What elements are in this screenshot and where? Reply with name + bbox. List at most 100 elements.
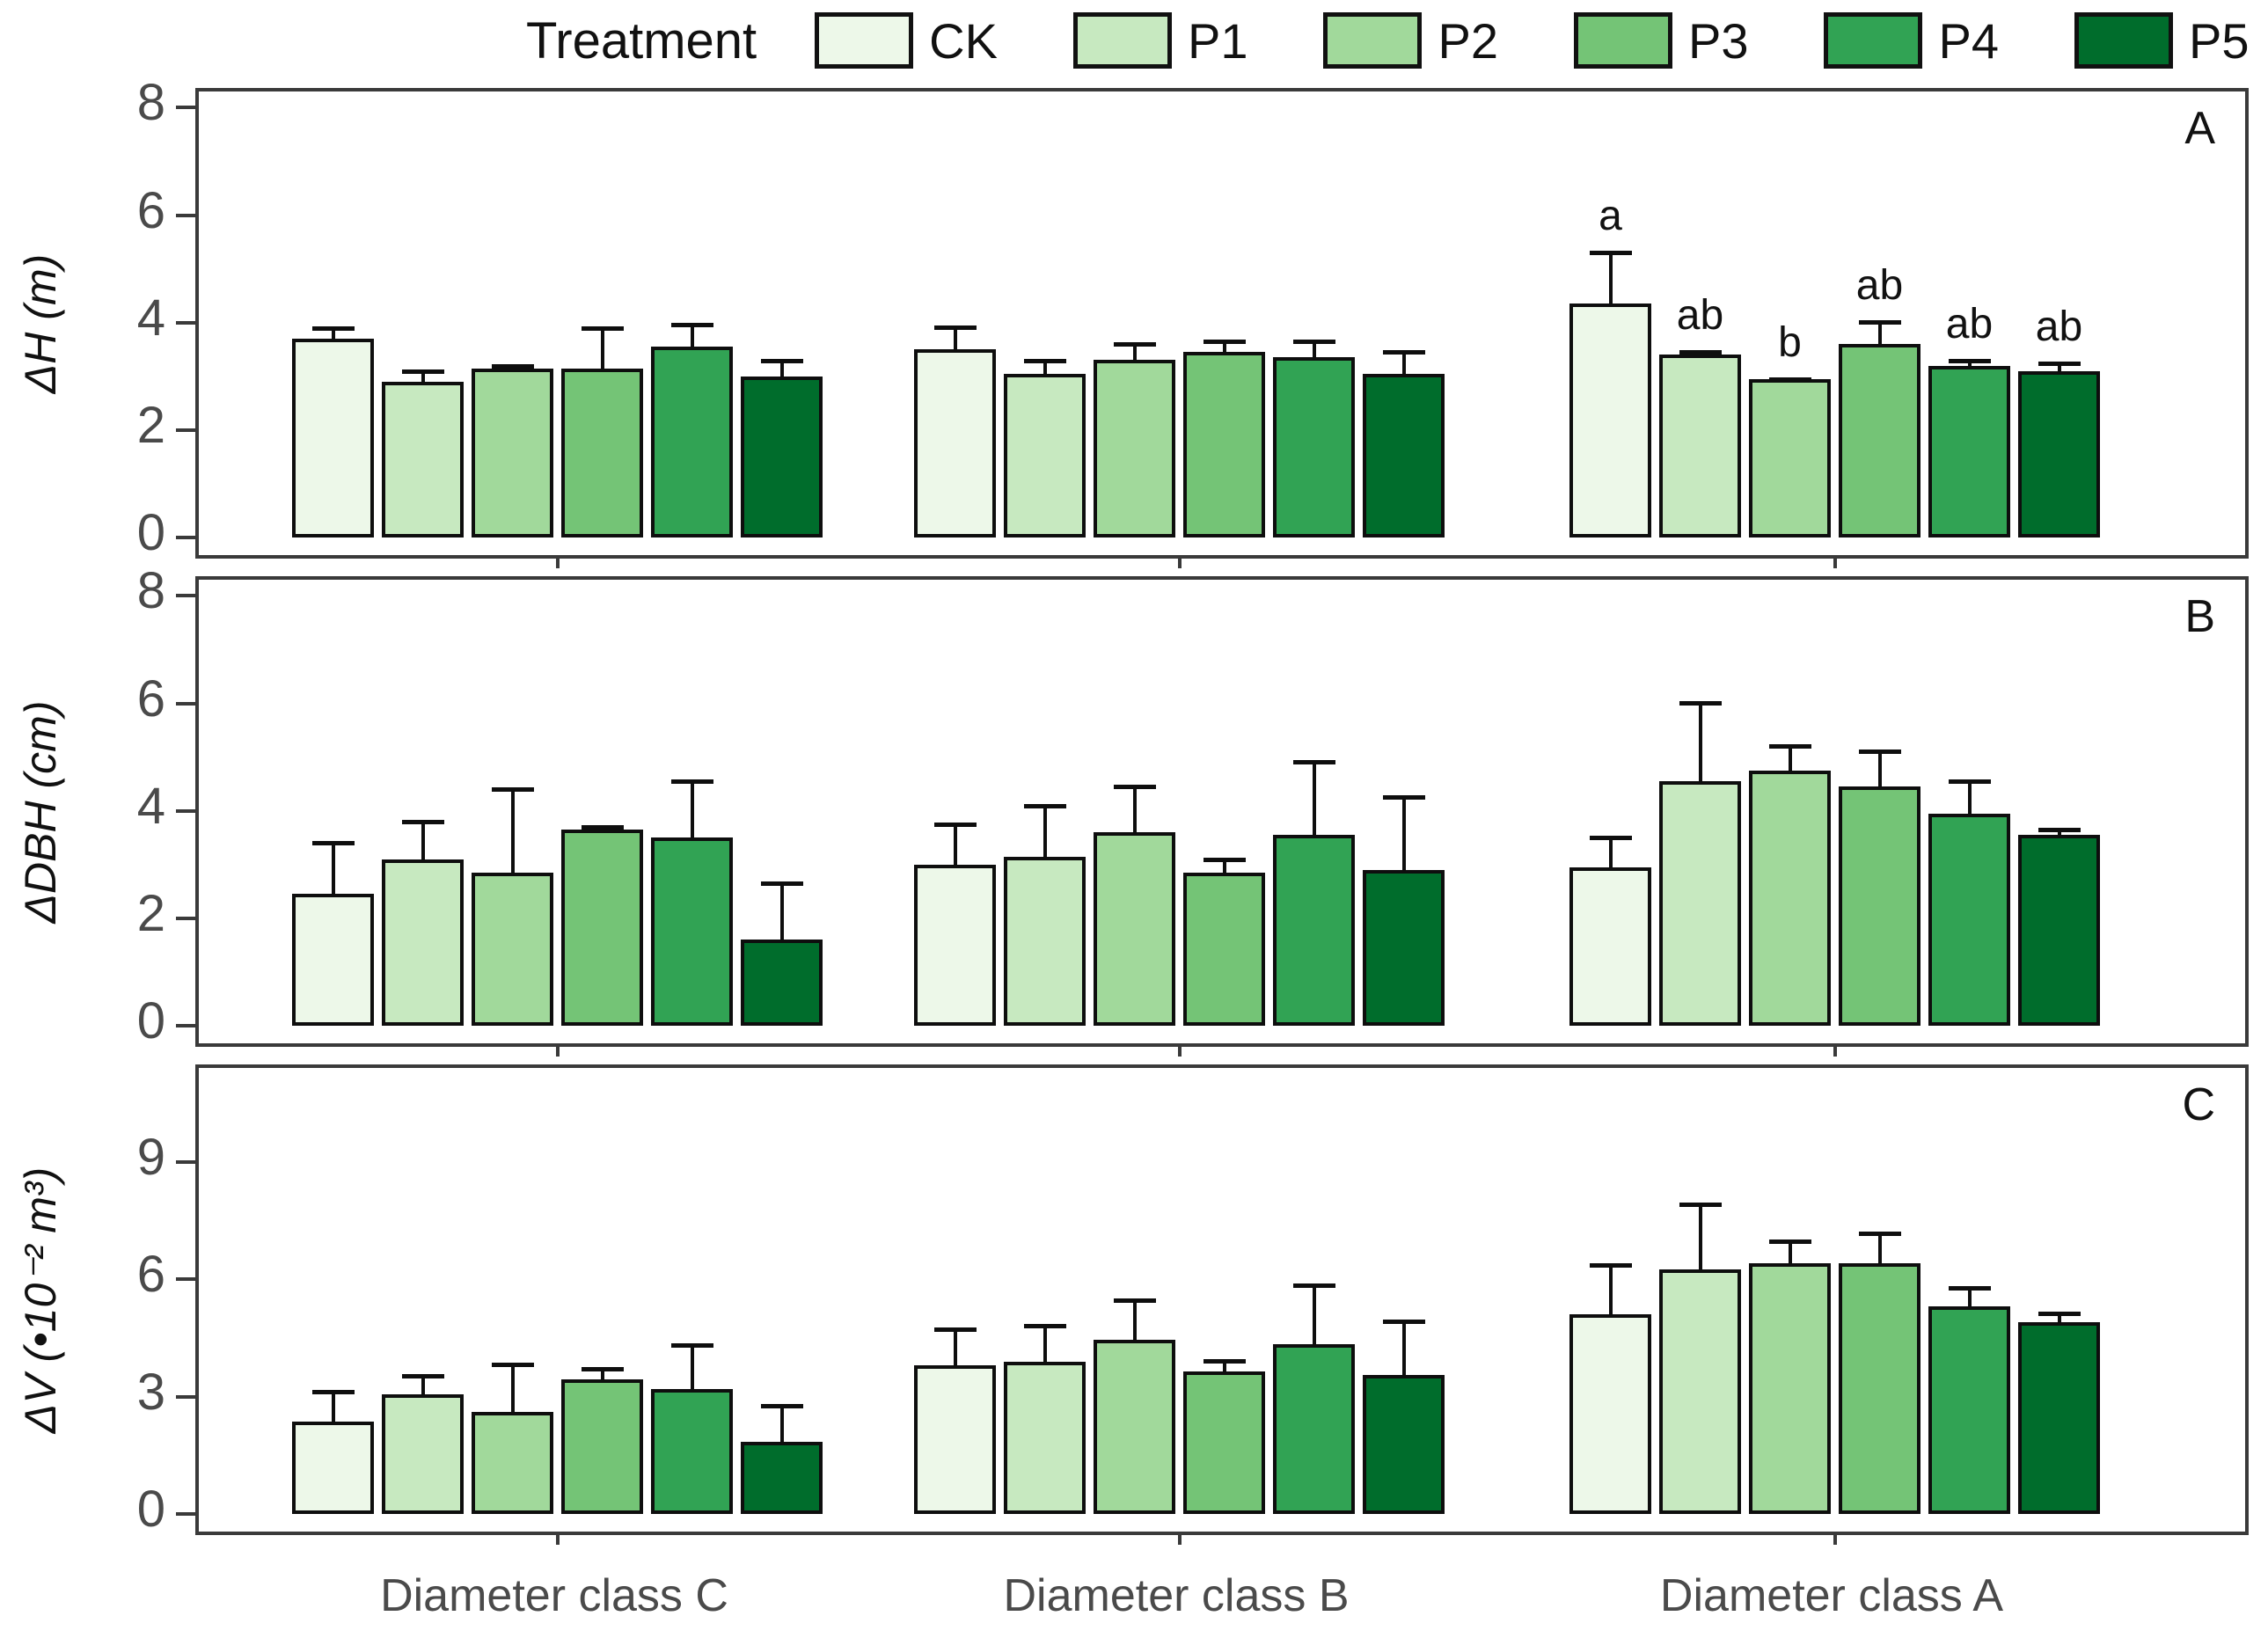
error-bar-stem (1608, 836, 1613, 871)
significance-letter: ab (1855, 262, 1904, 309)
error-bar-cap (1023, 804, 1066, 808)
y-tick-label: 9 (136, 1128, 165, 1186)
error-bar-cap (581, 825, 624, 830)
legend-item-label: P4 (1938, 12, 1999, 69)
x-category-label: Diameter class A (1659, 1570, 2004, 1621)
y-tick-label: 6 (136, 669, 165, 728)
error-bar-stem (779, 359, 784, 380)
error-bar-stem (2057, 828, 2061, 838)
error-bar-stem (1967, 779, 1972, 817)
error-bar-stem (331, 1390, 335, 1425)
error-bar-stem (600, 1367, 604, 1383)
y-tick-mark (176, 213, 195, 217)
error-bar-stem (1222, 340, 1226, 355)
bar-p5 (2018, 1312, 2100, 1514)
y-tick-label: 2 (136, 396, 165, 454)
bar-p1 (1659, 1203, 1741, 1514)
error-bar-stem (779, 1404, 784, 1445)
y-tick-label: 0 (136, 1481, 165, 1538)
panel-letter-a: A (2184, 103, 2215, 154)
error-bar-stem (1401, 1320, 1406, 1378)
x-tick-mark (1833, 1043, 1837, 1057)
error-bar-stem (1132, 342, 1137, 363)
y-tick-mark (176, 594, 195, 598)
error-bar-stem (779, 881, 784, 943)
error-bar-cap (933, 325, 977, 330)
y-tick-label: 0 (136, 992, 165, 1049)
error-bar-cap (760, 881, 803, 886)
error-bar-cap (1023, 359, 1066, 363)
bar-p4 (1273, 340, 1355, 537)
legend-item-p2: P2 (1323, 12, 1498, 69)
error-bar-stem (1312, 760, 1316, 838)
error-bar-stem (600, 326, 604, 372)
y-tick-mark (176, 701, 195, 706)
panel-c: ΔV (•10⁻² m³) C 0 3 6 9 (16, 1064, 2249, 1545)
bar-p4: ab (1928, 301, 2010, 537)
error-bar-stem (331, 326, 335, 342)
error-bar-cap (311, 1390, 355, 1394)
error-bar-cap (760, 359, 803, 363)
x-tick-mark (1177, 555, 1182, 568)
bar-p1 (1004, 1324, 1086, 1514)
error-bar-stem (1132, 1298, 1137, 1343)
error-bar-cap (491, 787, 534, 792)
error-bar-stem (1312, 1283, 1316, 1348)
error-bar-stem (953, 325, 957, 353)
legend-item-label: P5 (2188, 12, 2250, 69)
y-axis-label-c: ΔV (•10⁻² m³) (16, 1166, 65, 1433)
bar-p3 (561, 1367, 643, 1514)
error-bar-cap (1203, 340, 1246, 344)
error-bar-cap (1679, 1203, 1722, 1207)
error-bar-stem (1698, 701, 1702, 785)
error-bar-cap (581, 326, 624, 331)
y-axis-label-b: ΔDBH (cm) (16, 700, 65, 923)
bar-p5: ab (2018, 303, 2100, 537)
bar-group-diameter-class-b (914, 325, 1445, 537)
error-bar-cap (1292, 340, 1335, 344)
error-bar-cap (1679, 701, 1722, 706)
legend-items: CK P1 P2 P3 P4 P5 (815, 12, 2268, 69)
error-bar-cap (581, 1367, 624, 1371)
bar-p1 (382, 369, 464, 537)
error-bar-cap (1858, 750, 1901, 754)
error-bar-cap (2038, 828, 2081, 832)
bar-p5 (741, 881, 823, 1026)
error-bar-cap (1203, 858, 1246, 862)
bar-p2 (1749, 744, 1831, 1026)
legend-item-p1: P1 (1072, 12, 1248, 69)
bar-p3 (1839, 1232, 1920, 1514)
legend-item-label: P3 (1687, 12, 1749, 69)
error-bar-stem (1967, 359, 1972, 369)
significance-letter: a (1599, 193, 1622, 239)
error-bar-cap (1023, 1324, 1066, 1328)
legend: Treatment CK P1 P2 P3 P4 P5 (526, 4, 2268, 77)
error-bar-cap (670, 323, 713, 327)
bar-group-diameter-class-b (914, 760, 1445, 1026)
legend-item-label: P1 (1187, 12, 1248, 69)
error-bar-stem (690, 323, 694, 350)
error-bar-cap (491, 364, 534, 369)
error-bar-cap (491, 1363, 534, 1367)
bar-ck (292, 326, 374, 537)
legend-item-label: CK (929, 12, 998, 69)
error-bar-cap (401, 820, 444, 824)
error-bar-stem (953, 1327, 957, 1369)
legend-swatch-p1 (1072, 12, 1172, 69)
error-bar-cap (1679, 350, 1722, 355)
bar-p5 (2018, 828, 2100, 1026)
error-bar-stem (1043, 1324, 1047, 1365)
bar-p2 (472, 1363, 553, 1514)
error-bar-stem (953, 823, 957, 868)
bar-p2: b (1749, 319, 1831, 537)
error-bar-stem (690, 779, 694, 841)
bar-p4 (1273, 760, 1355, 1026)
error-bar-stem (1788, 1239, 1792, 1267)
bar-p4 (651, 1343, 733, 1514)
error-bar-cap (2038, 362, 2081, 366)
y-tick-label: 8 (136, 562, 165, 620)
bar-p2 (1094, 1298, 1175, 1514)
bar-p3 (1183, 1359, 1265, 1514)
bar-group-diameter-class-a: a ab b ab ab ab (1569, 193, 2100, 537)
